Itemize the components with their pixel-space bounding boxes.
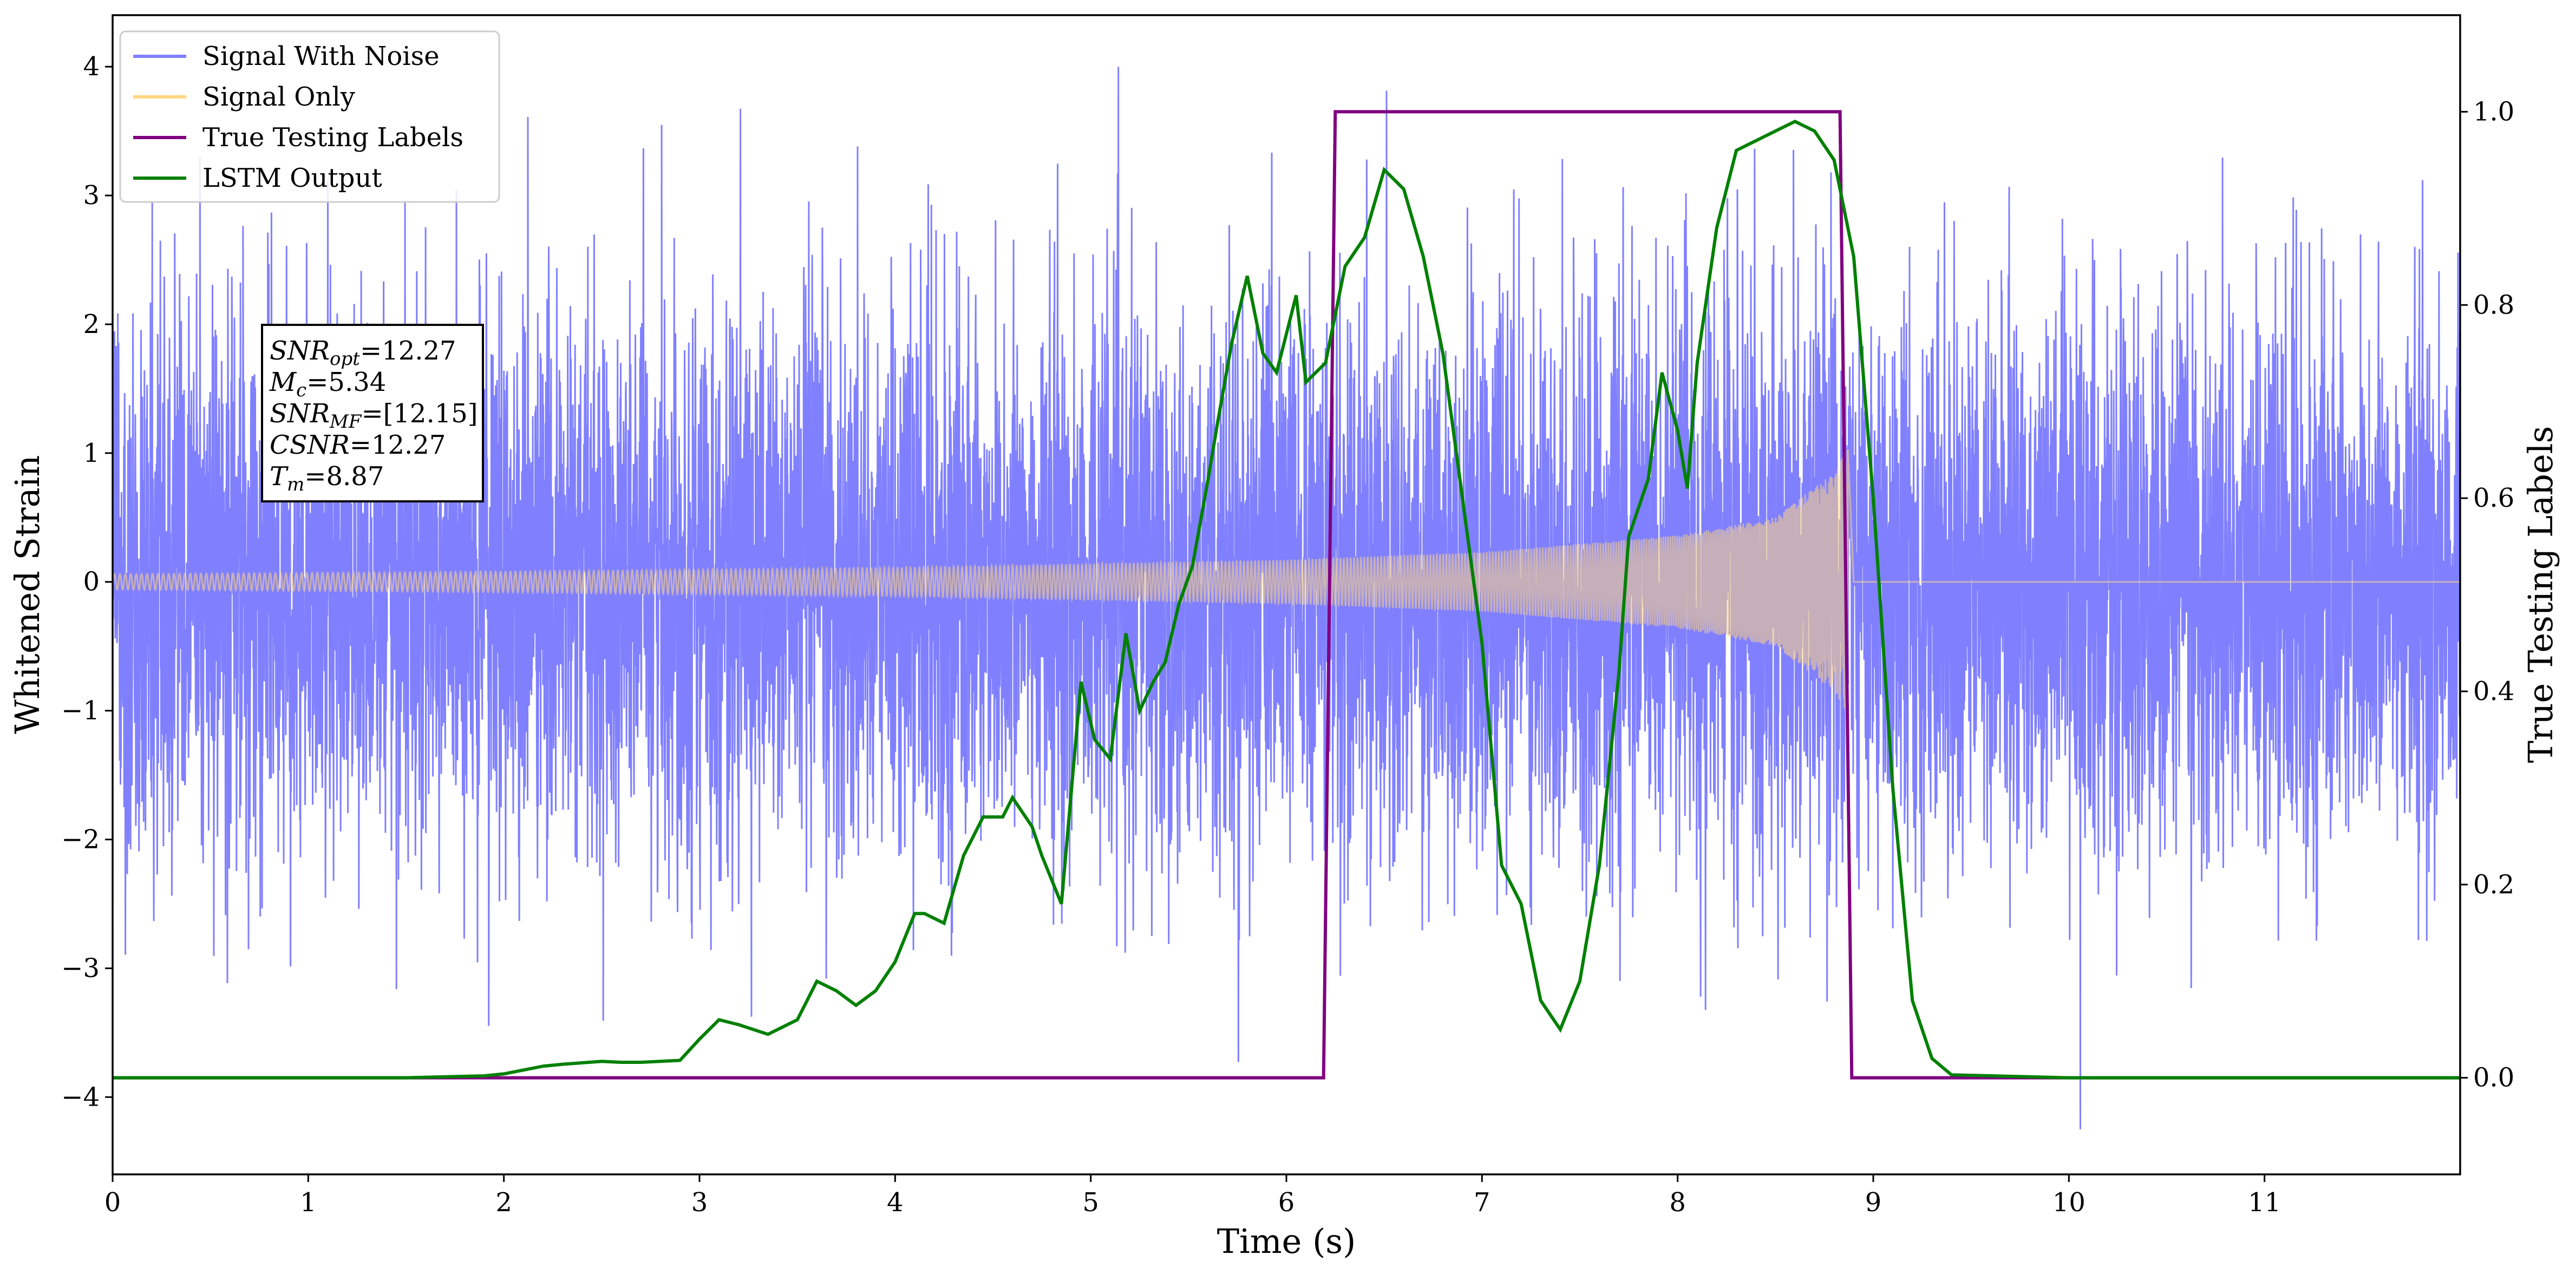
y-axis-right-label: True Testing Labels: [2521, 426, 2560, 763]
y-left-tick-label: 0: [83, 567, 100, 597]
x-tick-label: 8: [1669, 1187, 1686, 1218]
legend-label: Signal With Noise: [202, 41, 440, 71]
lstm-output-line: [113, 119, 2460, 1080]
signal-only-line: [113, 449, 2460, 717]
x-tick-label: 4: [887, 1187, 904, 1218]
x-tick-label: 5: [1082, 1187, 1099, 1218]
y-axis-left: −4 −3 −2 −1 0 1 2 3 4: [61, 51, 113, 1112]
legend: Signal With Noise Signal Only True Testing…: [119, 30, 500, 203]
annotation-box: SNRopt=12.27Mc=5.34SNRMF=[12.15]CSNR=12.…: [261, 324, 484, 502]
annotation-line: Tm=8.87: [270, 461, 384, 495]
x-axis-label: Time (s): [1217, 1221, 1356, 1261]
x-tick-label: 9: [1865, 1187, 1882, 1218]
x-tick-label: 3: [691, 1187, 708, 1218]
y-axis-right: 0.0 0.2 0.4 0.6 0.8 1.0: [2460, 96, 2514, 1093]
y-left-tick-label: −1: [61, 696, 100, 726]
annotation-line: SNRopt=12.27: [270, 336, 456, 370]
y-right-tick-label: 1.0: [2473, 96, 2514, 127]
annotation-line: Mc=5.34: [269, 367, 386, 401]
x-tick-label: 0: [104, 1187, 121, 1218]
y-right-tick-label: 0.4: [2473, 676, 2514, 707]
y-right-tick-label: 0.0: [2473, 1063, 2514, 1093]
annotation-line: CSNR=12.27: [270, 430, 446, 460]
y-right-tick-label: 0.6: [2473, 483, 2514, 513]
x-tick-label: 10: [2052, 1187, 2085, 1218]
legend-label: LSTM Output: [202, 163, 382, 193]
x-tick-label: 6: [1278, 1187, 1295, 1218]
y-left-tick-label: 2: [83, 309, 100, 339]
y-right-tick-label: 0.8: [2473, 290, 2514, 320]
y-right-tick-label: 0.2: [2473, 870, 2514, 900]
y-left-tick-label: −2: [61, 824, 100, 854]
true-testing-labels-line: [113, 110, 2460, 1080]
annotation-frame: [261, 324, 484, 502]
y-left-tick-label: −3: [61, 953, 100, 983]
annotation-line: SNRMF=[12.15]: [270, 398, 478, 433]
x-tick-label: 11: [2248, 1187, 2281, 1218]
signal-with-noise-line: [113, 67, 2460, 1129]
legend-label: Signal Only: [202, 82, 355, 112]
y-left-tick-label: 1: [83, 438, 100, 468]
x-tick-label: 1: [300, 1187, 317, 1218]
legend-box: [119, 30, 500, 203]
y-left-tick-label: 4: [83, 51, 100, 82]
y-left-tick-label: −4: [61, 1082, 100, 1112]
y-left-tick-label: 3: [83, 180, 100, 211]
x-tick-label: 7: [1474, 1187, 1490, 1218]
x-axis: 0 1 2 3 4 5 6 7 8 9 10 11: [104, 1174, 2281, 1218]
y-axis-left-label: Whitened Strain: [8, 455, 47, 734]
plot-series: [113, 67, 2460, 1129]
x-tick-label: 2: [495, 1187, 512, 1218]
legend-label: True Testing Labels: [202, 122, 463, 153]
